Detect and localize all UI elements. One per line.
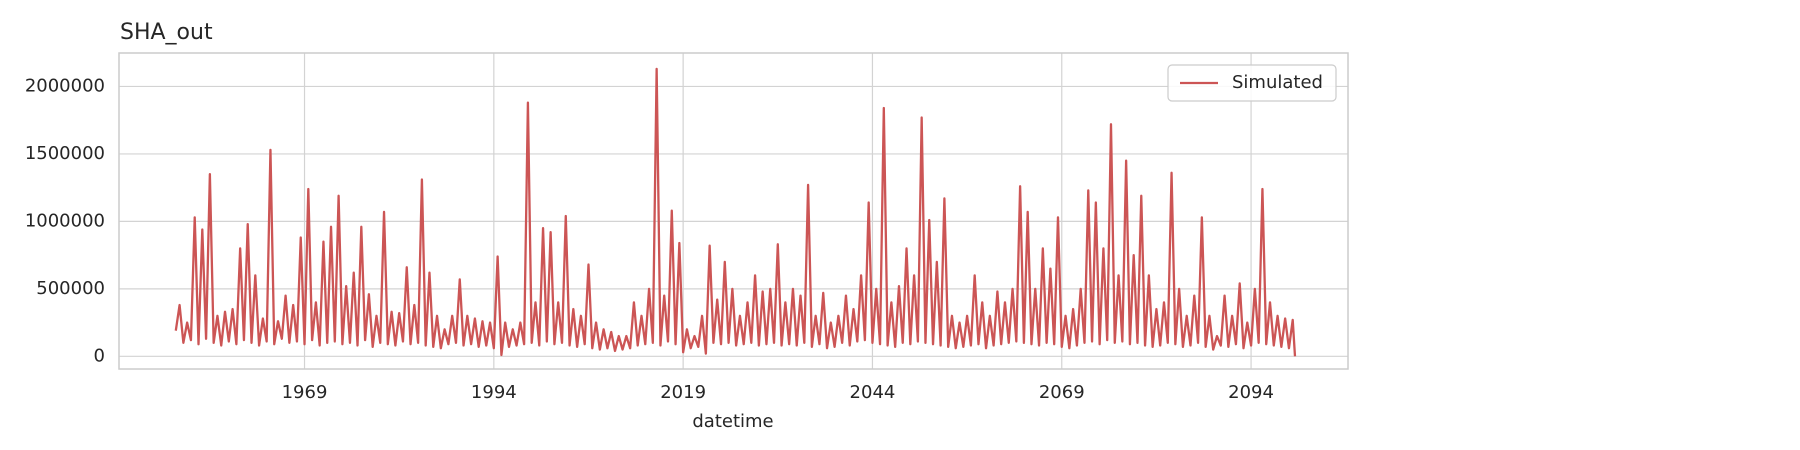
x-tick-label: 1969: [282, 382, 328, 403]
chart-title: SHA_out: [120, 20, 213, 45]
plot-frame: [118, 52, 1349, 370]
legend-label: Simulated: [1232, 72, 1323, 93]
y-tick-label: 1000000: [25, 210, 105, 231]
x-tick-label: 2069: [1039, 382, 1085, 403]
x-tick-label: 2019: [660, 382, 706, 403]
y-tick-label: 500000: [36, 278, 105, 299]
x-tick-label: 2044: [850, 382, 896, 403]
series-line: [174, 67, 1297, 357]
y-tick-label: 2000000: [25, 75, 105, 96]
legend-box: [1167, 64, 1337, 102]
x-tick-label: 1994: [471, 382, 517, 403]
x-axis-label: datetime: [692, 411, 773, 432]
y-tick-label: 1500000: [25, 143, 105, 164]
x-tick-label: 2094: [1228, 382, 1274, 403]
y-tick-label: 0: [94, 345, 105, 366]
